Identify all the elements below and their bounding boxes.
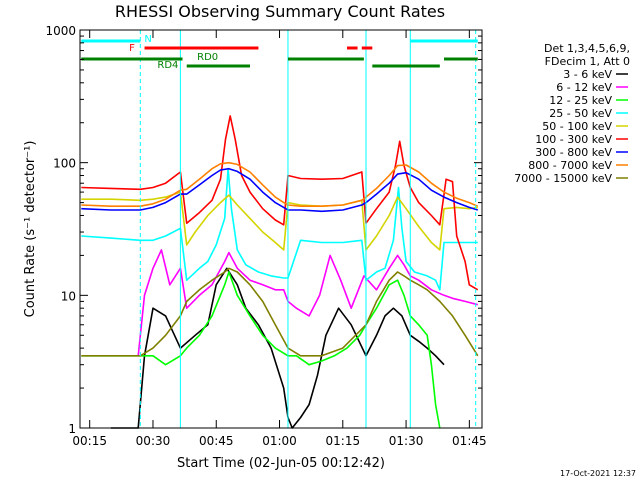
legend-header-line-2: FDecim 1, Att 0: [545, 55, 630, 68]
x-tick-label: 00:45: [199, 434, 234, 448]
series-line-25-50-kev: [81, 167, 478, 291]
plot-lines: [81, 30, 479, 429]
legend-label-7000-15000-kev: 7000 - 15000 keV: [514, 172, 612, 185]
y-tick-label: 100: [53, 157, 76, 171]
series-line-12-25-kev: [81, 271, 441, 429]
legend-label-12-25-kev: 12 - 25 keV: [549, 94, 612, 107]
y-tick-label: 10: [61, 289, 76, 303]
legend: Det 1,3,4,5,6,9, FDecim 1, Att 0 3 - 6 k…: [514, 42, 630, 185]
legend-label-300-800-kev: 300 - 800 keV: [535, 146, 612, 159]
status-flags: NF RD0 RD4: [81, 34, 478, 71]
flag-label-rd4: RD4: [157, 60, 178, 71]
legend-header-line-1: Det 1,3,4,5,6,9,: [544, 42, 630, 55]
x-tick-label: 00:30: [136, 434, 171, 448]
x-axis: 00:15 00:30 00:45 01:00 01:15 01:30 01:45: [72, 30, 487, 448]
series-line-100-300-kev: [81, 115, 479, 291]
x-tick-label: 01:15: [326, 434, 361, 448]
series-line-300-800-kev: [81, 167, 479, 213]
plot-frame: [79, 29, 483, 429]
y-axis-label: Count Rate (s⁻¹ detector⁻¹): [23, 141, 38, 318]
legend-label-100-300-kev: 100 - 300 keV: [535, 133, 612, 146]
timestamp: 17-Oct-2021 12:37: [560, 469, 636, 478]
series-line-3-6-kev: [110, 267, 445, 429]
legend-label-25-50-kev: 25 - 50 keV: [549, 107, 612, 120]
flag-label-n: N: [144, 34, 151, 45]
y-tick-label: 1000: [45, 24, 76, 38]
x-tick-label: 01:45: [452, 434, 487, 448]
x-axis-label: Start Time (02-Jun-05 00:12:42): [177, 456, 385, 471]
y-tick-label: 1: [68, 422, 76, 436]
legend-label-800-7000-kev: 800 - 7000 keV: [528, 159, 612, 172]
series-line-800-7000-kev: [81, 161, 479, 207]
x-tick-label: 01:00: [262, 434, 297, 448]
flag-label-f: F: [129, 43, 135, 54]
legend-label-6-12-kev: 6 - 12 keV: [556, 81, 612, 94]
x-tick-label: 01:30: [389, 434, 424, 448]
y-axis: 1 10 100 1000: [45, 24, 482, 436]
chart-title: RHESSI Observing Summary Count Rates: [115, 2, 445, 21]
x-tick-label: 00:15: [72, 434, 107, 448]
series-line-6-12-kev: [137, 249, 479, 356]
legend-label-50-100-kev: 50 - 100 keV: [542, 120, 612, 133]
legend-label-3-6-kev: 3 - 6 keV: [563, 68, 612, 81]
flag-label-rd0: RD0: [197, 52, 218, 63]
